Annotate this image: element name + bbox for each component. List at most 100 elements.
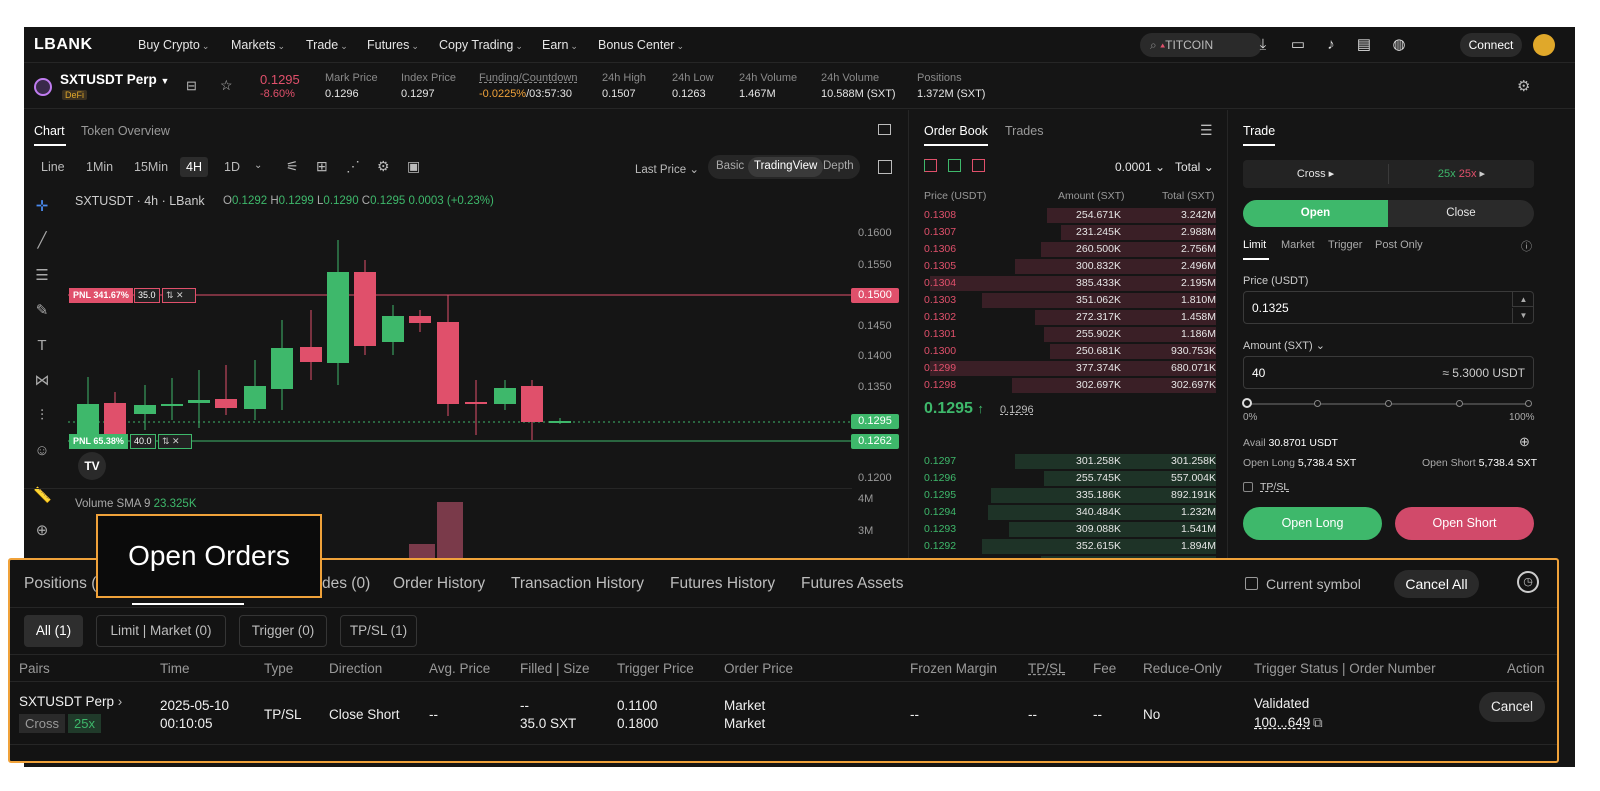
search-input[interactable]: ⌕ ▴TITCOIN — [1140, 33, 1262, 57]
sliders-icon[interactable]: ☰ — [1200, 122, 1213, 138]
close-toggle[interactable]: Close — [1446, 207, 1476, 219]
pattern-icon[interactable]: ⋈ — [34, 372, 50, 389]
filter-trigger[interactable]: Trigger (0) — [239, 615, 327, 647]
text-icon[interactable]: T — [37, 337, 47, 354]
book-icon[interactable]: ⊟ — [186, 78, 197, 93]
price-type-select[interactable]: Last Price ⌄ — [635, 164, 699, 176]
order-book-row[interactable]: 0.1298 302.697K 302.697K — [924, 377, 1216, 394]
total-select[interactable]: Total ⌄ — [1175, 160, 1214, 174]
symbol-selector[interactable]: SXTUSDT Perp ▼ — [60, 72, 170, 87]
globe-icon[interactable]: ◍ — [1392, 36, 1406, 53]
tab-token-overview[interactable]: Token Overview — [81, 124, 170, 138]
tpsl-checkbox[interactable] — [1243, 482, 1253, 492]
slider-knob[interactable] — [1242, 398, 1252, 408]
cancel-all-button[interactable]: Cancel All — [1394, 570, 1479, 598]
order-book-row[interactable]: 0.1293 309.088K 1.541M — [924, 521, 1216, 538]
open-long-button[interactable]: Open Long — [1243, 507, 1382, 540]
order-book-row[interactable]: 0.1297 301.258K 301.258K — [924, 453, 1216, 470]
book-asks-icon[interactable] — [972, 159, 985, 172]
nav-trade[interactable]: Trade ⌄ — [306, 38, 348, 52]
measure-icon[interactable]: ⫶ — [40, 407, 44, 424]
nav-copy-trading[interactable]: Copy Trading ⌄ — [439, 38, 523, 52]
row-pair[interactable]: SXTUSDT Perp › — [19, 694, 123, 709]
filter-limit-market[interactable]: Limit | Market (0) — [96, 615, 226, 647]
brush-icon[interactable]: ✎ — [35, 302, 49, 319]
amount-input[interactable]: 40 ≈ 5.3000 USDT — [1243, 356, 1534, 389]
margin-mode-button[interactable]: Cross ▸ — [1296, 168, 1335, 180]
order-type-post-only[interactable]: Post Only — [1375, 239, 1423, 251]
ruler-icon[interactable]: 📏 — [33, 487, 52, 504]
slider-step[interactable] — [1525, 400, 1532, 407]
tab-transaction-history[interactable]: Transaction History — [511, 575, 644, 592]
zoom-icon[interactable]: ⊕ — [35, 522, 49, 539]
view-basic[interactable]: Basic — [716, 160, 745, 172]
tab-chart[interactable]: Chart — [34, 124, 65, 138]
download-icon[interactable]: ⤓ — [1259, 36, 1267, 53]
drawing-icon[interactable]: ⋰ — [346, 158, 360, 174]
nav-buy-crypto[interactable]: Buy Crypto ⌄ — [138, 38, 210, 52]
nav-futures[interactable]: Futures ⌄ — [367, 38, 419, 52]
order-book-row[interactable]: 0.1294 340.484K 1.232M — [924, 504, 1216, 521]
view-tradingview[interactable]: TradingView — [748, 157, 824, 177]
slider-step[interactable] — [1456, 400, 1463, 407]
tab-order-history[interactable]: Order History — [393, 575, 486, 592]
filter-all[interactable]: All (1) — [24, 615, 83, 647]
gear-icon[interactable]: ⚙ — [377, 158, 390, 174]
order-book-row[interactable]: 0.1299 377.374K 680.071K — [924, 360, 1216, 377]
order-book-row[interactable]: 0.1301 255.902K 1.186M — [924, 326, 1216, 343]
emoji-icon[interactable]: ☺ — [34, 442, 50, 459]
order-book-row[interactable]: 0.1305 300.832K 2.496M — [924, 258, 1216, 275]
tab-trades[interactable]: Trades — [1005, 124, 1044, 138]
order-book-row[interactable]: 0.1306 260.500K 2.756M — [924, 241, 1216, 258]
order-book-row[interactable]: 0.1296 255.745K 557.004K — [924, 470, 1216, 487]
candle-type-icon[interactable]: ⊞ — [316, 158, 328, 174]
order-book-row[interactable]: 0.1307 231.245K 2.988M — [924, 224, 1216, 241]
chevron-down-icon[interactable]: ⌄ — [254, 160, 263, 171]
amount-label[interactable]: Amount (SXT) ⌄ — [1243, 340, 1325, 352]
slider-step[interactable] — [1385, 400, 1392, 407]
current-symbol-checkbox[interactable] — [1245, 577, 1258, 590]
camera-icon[interactable]: ▣ — [407, 158, 421, 174]
order-book-row[interactable]: 0.1304 385.433K 2.195M — [924, 275, 1216, 292]
order-type-market[interactable]: Market — [1281, 239, 1315, 251]
decrement-icon[interactable]: ▼ — [1512, 308, 1534, 323]
leverage-button[interactable]: 25x 25x ▸ — [1437, 168, 1486, 180]
timeframe-line[interactable]: Line — [41, 160, 65, 174]
tab-positions[interactable]: Positions ( — [24, 575, 97, 592]
timeframe-1min[interactable]: 1Min — [86, 160, 114, 174]
tab-trades-partial[interactable]: des (0) — [322, 575, 371, 592]
tab-futures-history[interactable]: Futures History — [670, 575, 776, 592]
timeframe-15min[interactable]: 15Min — [134, 160, 169, 174]
lines-icon[interactable]: ☰ — [35, 267, 49, 284]
order-book-row[interactable]: 0.1303 351.062K 1.810M — [924, 292, 1216, 309]
book-both-icon[interactable] — [924, 159, 937, 172]
open-short-button[interactable]: Open Short — [1395, 507, 1534, 540]
wallet-icon[interactable]: ▭ — [1290, 36, 1306, 53]
row-cancel-button[interactable]: Cancel — [1479, 692, 1545, 722]
order-book-row[interactable]: 0.1295 335.186K 892.191K — [924, 487, 1216, 504]
price-input[interactable]: 0.1325 ▲ ▼ — [1243, 291, 1534, 324]
nav-earn[interactable]: Earn ⌄ — [542, 38, 578, 52]
tab-futures-assets[interactable]: Futures Assets — [801, 575, 904, 592]
transfer-icon[interactable]: ⊕ — [1519, 434, 1530, 449]
pnl-close-2[interactable]: ⇅ ✕ — [158, 434, 192, 449]
orders-icon[interactable]: ▤ — [1356, 36, 1372, 53]
settings-icon[interactable]: ⚙ — [1517, 78, 1531, 95]
order-type-limit[interactable]: Limit — [1243, 239, 1267, 251]
history-icon[interactable]: ◷ — [1517, 571, 1539, 593]
connect-button[interactable]: Connect — [1460, 33, 1522, 57]
nav-bonus-center[interactable]: Bonus Center ⌄ — [598, 38, 684, 52]
timeframe-1d[interactable]: 1D — [224, 160, 240, 174]
indicator-icon[interactable]: ⚟ — [286, 158, 299, 174]
crosshair-icon[interactable]: ✛ — [35, 198, 49, 215]
view-depth[interactable]: Depth — [823, 160, 854, 172]
expand-icon[interactable] — [878, 160, 892, 174]
order-book-row[interactable]: 0.1300 250.681K 930.753K — [924, 343, 1216, 360]
pnl-close-1[interactable]: ⇅ ✕ — [162, 288, 196, 303]
fullscreen-icon[interactable] — [878, 124, 891, 135]
order-book-row[interactable]: 0.1308 254.671K 3.242M — [924, 207, 1216, 224]
slider-step[interactable] — [1314, 400, 1321, 407]
avatar[interactable] — [1533, 34, 1555, 56]
precision-select[interactable]: 0.0001 ⌄ — [1115, 160, 1166, 174]
filter-tpsl[interactable]: TP/SL (1) — [340, 615, 417, 647]
